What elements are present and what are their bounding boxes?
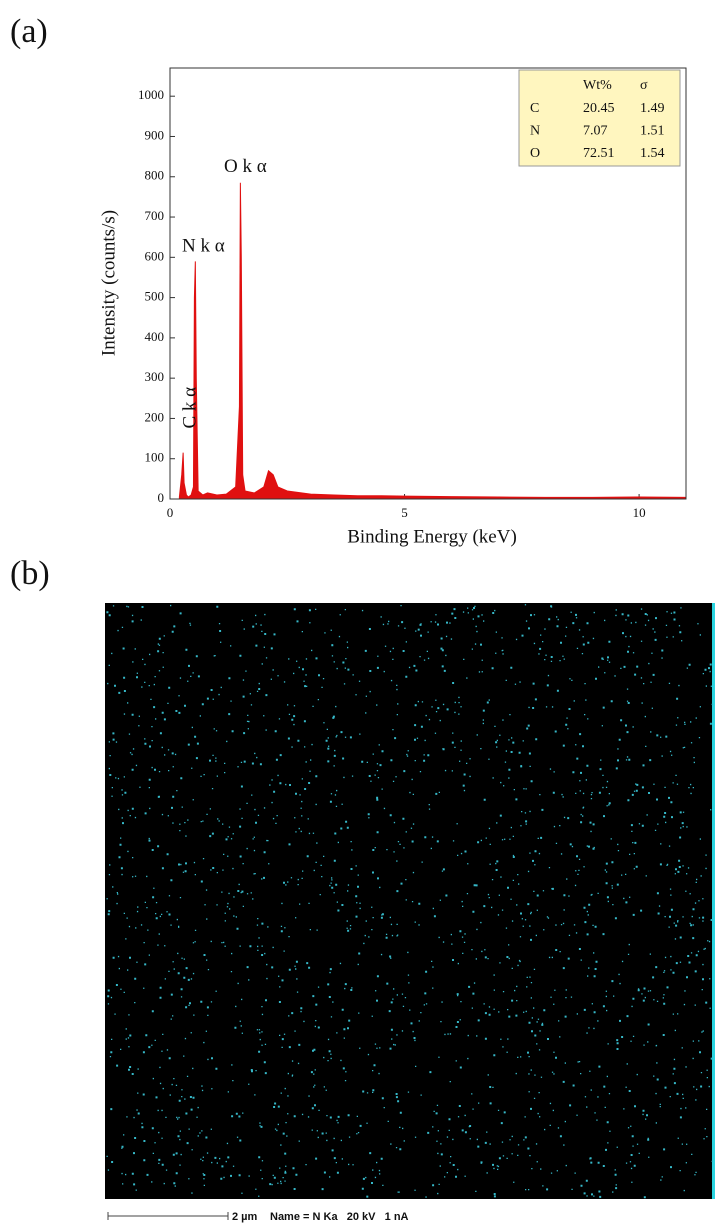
y-tick-label: 700 <box>145 208 165 223</box>
x-tick-label: 5 <box>401 505 408 520</box>
table-row-label: O <box>530 146 540 161</box>
y-tick-label: 800 <box>145 168 165 183</box>
y-tick-label: 400 <box>145 329 165 344</box>
plot-frame <box>169 67 687 500</box>
peak-annotation: N k α <box>182 236 225 257</box>
table-row-label: C <box>530 101 539 116</box>
y-tick-label: 300 <box>145 369 165 384</box>
x-tick-label: 0 <box>167 505 174 520</box>
table-cell: 7.07 <box>583 124 608 139</box>
table-box <box>518 69 681 167</box>
composition-table: Wt% σ C 20.45 1.49 N 7.07 1.51 O 72.51 1.54 <box>518 69 681 167</box>
x-axis-title: Binding Energy (keV) <box>347 526 517 547</box>
y-tick-label: 100 <box>145 450 165 465</box>
y-tick-label: 900 <box>145 127 165 142</box>
table-header: Wt% <box>583 78 612 93</box>
plot-area: 0 100 200 300 400 500 600 700 800 900 1000 0 5 10 C k … <box>138 87 687 520</box>
table-row-label: N <box>530 124 540 139</box>
panel-label: (b) <box>10 555 50 592</box>
y-tick-label: 1000 <box>138 87 164 102</box>
x-tick-label: 10 <box>633 505 646 520</box>
y-tick-label: 600 <box>145 248 165 263</box>
table-cell: 72.51 <box>583 146 615 161</box>
table-cell: 20.45 <box>583 101 615 116</box>
y-tick-label: 500 <box>145 289 165 304</box>
y-tick-label: 200 <box>145 409 165 424</box>
map-info: Name = N Ka 20 kV 1 nA <box>270 1211 409 1223</box>
peak-annotation: C k α <box>179 387 200 429</box>
element-map <box>105 603 715 1199</box>
spectrum <box>178 182 687 500</box>
table-cell: 1.51 <box>640 124 665 139</box>
y-axis-title: Intensity (counts/s) <box>98 210 119 356</box>
scale-bar-label: 2 µm <box>232 1211 258 1223</box>
panel-label: (a) <box>10 13 48 50</box>
peak-annotation: O k α <box>224 156 267 177</box>
y-tick-label: 0 <box>158 490 165 505</box>
table-cell: 1.49 <box>640 101 665 116</box>
table-cell: 1.54 <box>640 146 665 161</box>
table-header: σ <box>640 78 648 93</box>
